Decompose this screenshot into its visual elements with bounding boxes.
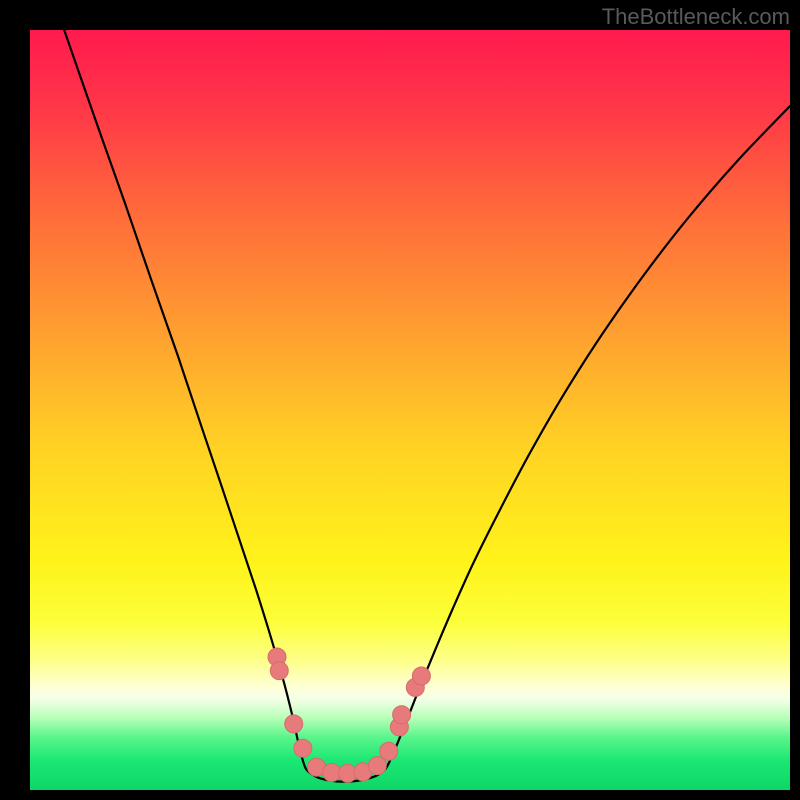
watermark-text: TheBottleneck.com (602, 4, 790, 30)
chart-frame: TheBottleneck.com (0, 0, 800, 800)
curve-marker (285, 715, 303, 733)
bottleneck-curve (30, 30, 790, 790)
curve-marker (323, 764, 341, 782)
curve-marker (380, 742, 398, 760)
curve-marker (294, 739, 312, 757)
curve-marker (412, 667, 430, 685)
curve-marker (368, 757, 386, 775)
plot-area (30, 30, 790, 790)
curve-marker (393, 706, 411, 724)
marker-group (268, 648, 430, 782)
curve-marker (270, 662, 288, 680)
